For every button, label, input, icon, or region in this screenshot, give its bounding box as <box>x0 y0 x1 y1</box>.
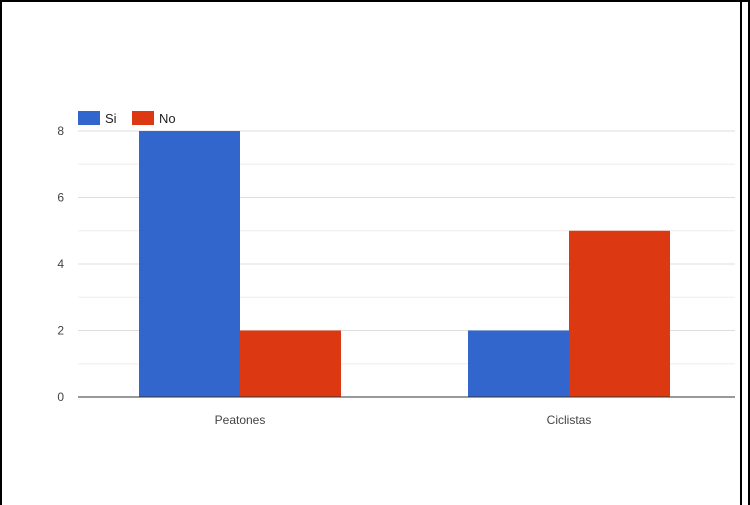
y-axis-ticks: 0 2 4 6 8 <box>57 124 64 404</box>
y-tick-label: 8 <box>57 124 64 138</box>
legend-swatch-si <box>78 111 100 125</box>
y-tick-label: 4 <box>57 257 64 271</box>
y-tick-label: 0 <box>57 390 64 404</box>
y-tick-label: 6 <box>57 191 64 205</box>
bars <box>139 131 670 397</box>
bar-ciclistas-si <box>468 330 569 397</box>
legend-label-si: Si <box>105 111 117 126</box>
x-category-label: Ciclistas <box>547 413 592 427</box>
y-tick-label: 2 <box>57 324 64 338</box>
x-axis-categories: Peatones Ciclistas <box>215 413 592 427</box>
bar-peatones-no <box>240 330 341 397</box>
legend-swatch-no <box>132 111 154 125</box>
right-border-line <box>740 0 742 505</box>
legend-label-no: No <box>159 111 176 126</box>
bar-peatones-si <box>139 131 240 397</box>
bar-ciclistas-no <box>569 230 670 397</box>
legend: Si No <box>78 111 176 126</box>
x-category-label: Peatones <box>215 413 266 427</box>
